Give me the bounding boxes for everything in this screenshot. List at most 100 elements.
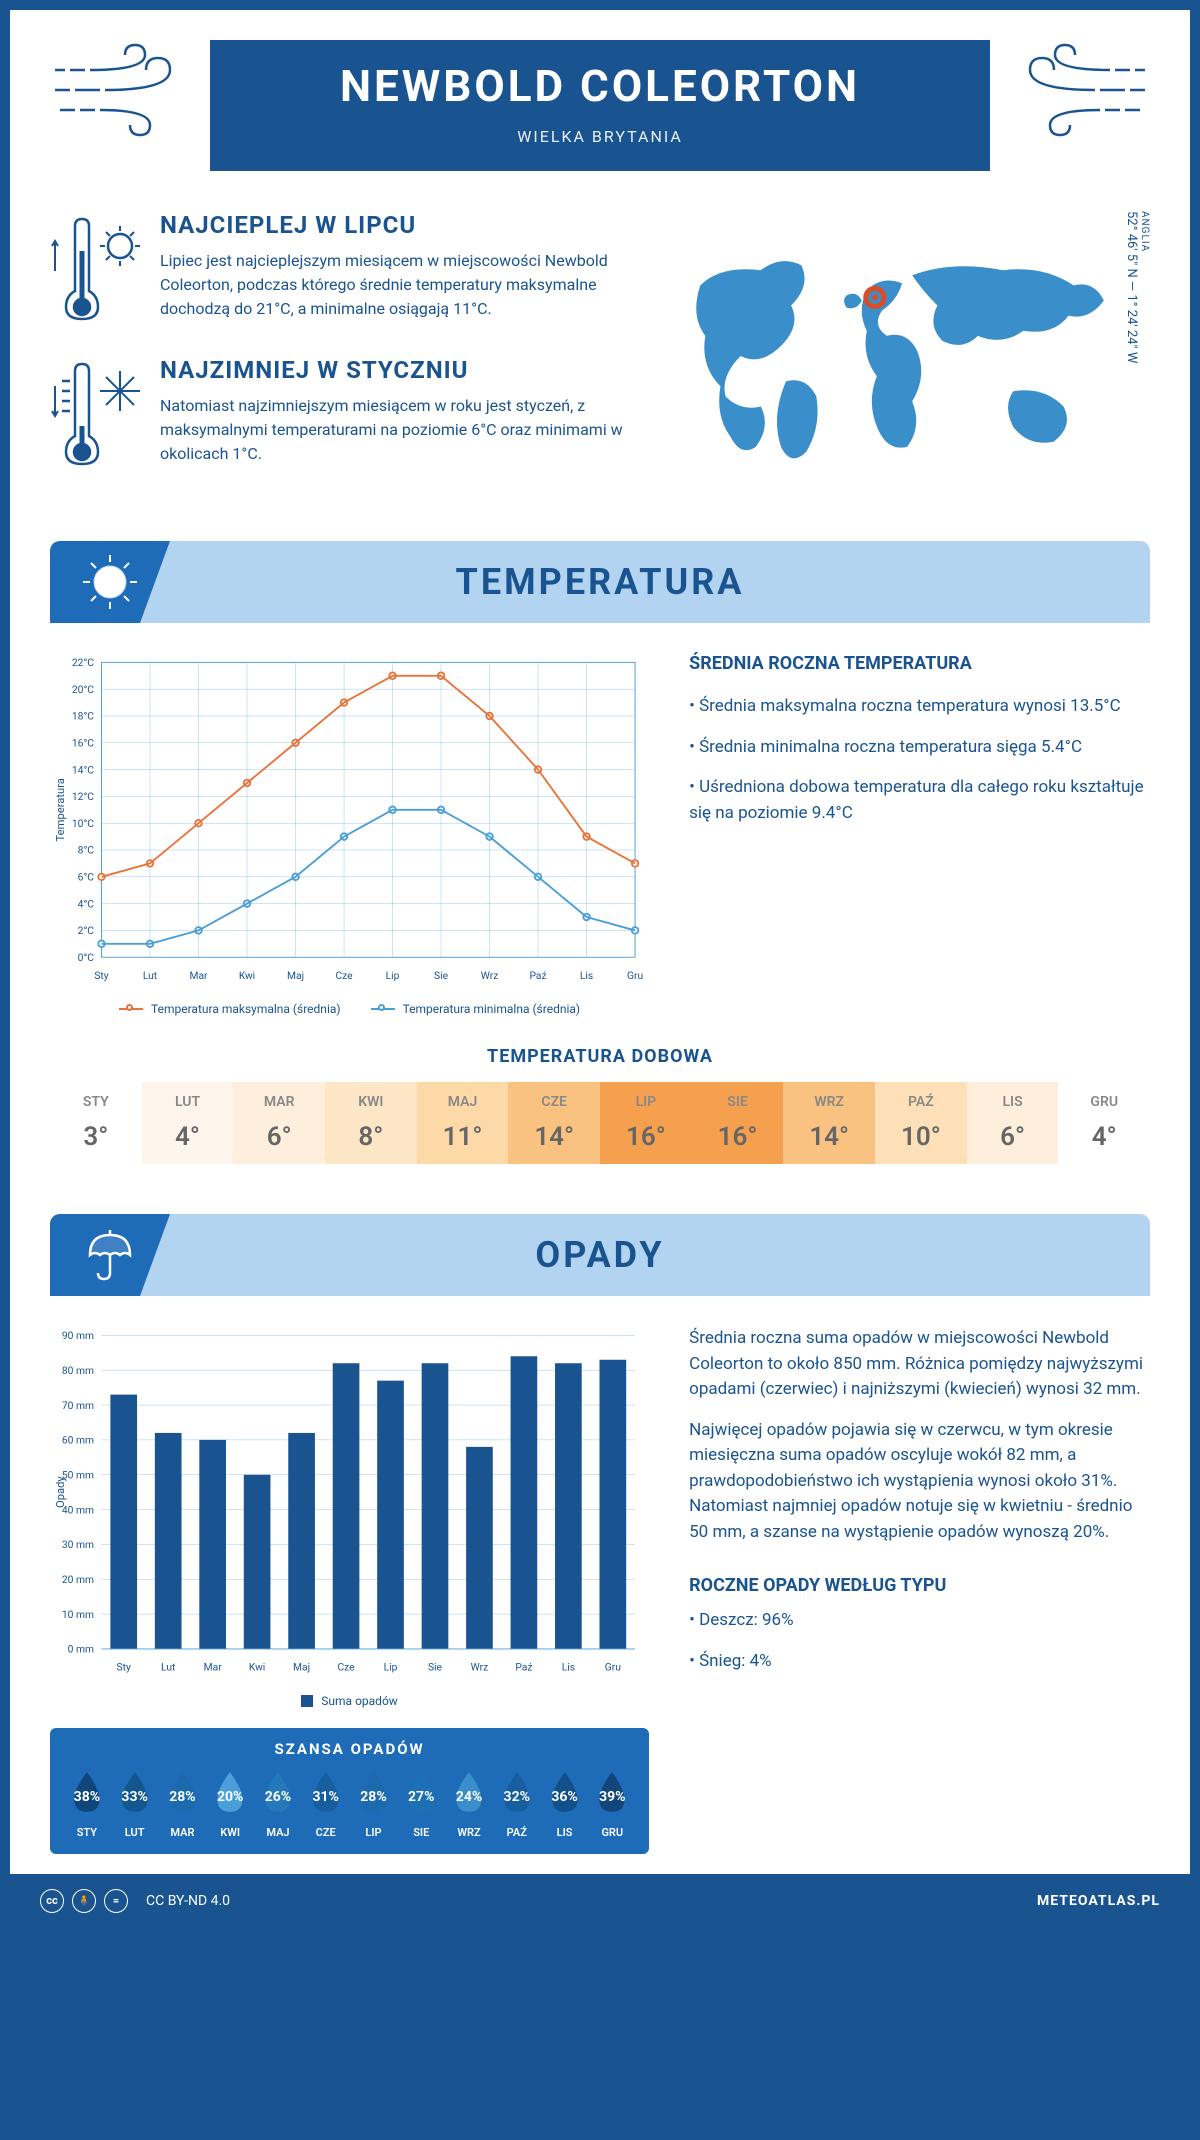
chance-item: 24%WRZ xyxy=(447,1770,491,1839)
wind-icon-right xyxy=(1010,40,1150,140)
chance-item: 26%MAJ xyxy=(256,1770,300,1839)
svg-text:Wrz: Wrz xyxy=(471,1660,489,1673)
precip-type-item: • Deszcz: 96% xyxy=(689,1608,1150,1634)
svg-text:22°C: 22°C xyxy=(72,656,94,669)
daily-cell: KWI8° xyxy=(325,1082,417,1164)
chance-item: 38%STY xyxy=(65,1770,109,1839)
svg-text:70 mm: 70 mm xyxy=(62,1399,94,1412)
svg-text:Lut: Lut xyxy=(161,1660,175,1673)
legend-item: Temperatura maksymalna (średnia) xyxy=(119,1002,341,1016)
precip-text-2: Najwięcej opadów pojawia się w czerwcu, … xyxy=(689,1418,1150,1546)
svg-text:Gru: Gru xyxy=(627,969,643,982)
svg-text:Sty: Sty xyxy=(94,969,108,982)
svg-text:Paź: Paź xyxy=(515,1660,532,1673)
by-icon: 🧍 xyxy=(72,1889,96,1913)
svg-text:Temperatura: Temperatura xyxy=(54,778,67,841)
svg-text:2°C: 2°C xyxy=(78,924,95,937)
temp-stat-item: • Średnia maksymalna roczna temperatura … xyxy=(689,694,1150,720)
chance-item: 20%KWI xyxy=(208,1770,252,1839)
svg-text:14°C: 14°C xyxy=(72,763,94,776)
svg-text:16°C: 16°C xyxy=(72,737,94,750)
svg-text:Mar: Mar xyxy=(189,969,208,982)
svg-text:80 mm: 80 mm xyxy=(62,1364,94,1377)
wind-icon-left xyxy=(50,40,190,140)
temperature-legend: Temperatura maksymalna (średnia) Temperat… xyxy=(50,1002,649,1016)
daily-temp-title: TEMPERATURA DOBOWA xyxy=(50,1046,1150,1067)
svg-text:20°C: 20°C xyxy=(72,683,94,696)
daily-cell: SIE16° xyxy=(692,1082,784,1164)
world-map xyxy=(670,211,1114,501)
temp-stat-item: • Średnia minimalna roczna temperatura s… xyxy=(689,735,1150,761)
svg-text:Wrz: Wrz xyxy=(481,969,499,982)
coordinates: ANGLIA 52° 46' 5" N — 1° 24' 24" W xyxy=(1114,211,1150,501)
sun-icon xyxy=(80,552,140,612)
precipitation-legend: Suma opadów xyxy=(50,1694,649,1708)
temperature-header: TEMPERATURA xyxy=(50,541,1150,623)
chance-item: 39%GRU xyxy=(590,1770,634,1839)
legend-item: Temperatura minimalna (średnia) xyxy=(371,1002,581,1016)
svg-text:Lut: Lut xyxy=(143,969,157,982)
svg-text:Lip: Lip xyxy=(386,969,400,982)
hot-text: Lipiec jest najcieplejszym miesiącem w m… xyxy=(160,249,640,321)
daily-cell: LIS6° xyxy=(967,1082,1059,1164)
svg-text:Maj: Maj xyxy=(293,1660,310,1673)
daily-cell: CZE14° xyxy=(508,1082,600,1164)
daily-cell: PAŹ10° xyxy=(875,1082,967,1164)
svg-text:10°C: 10°C xyxy=(72,817,94,830)
intro-section: NAJCIEPLEJ W LIPCU Lipiec jest najcieple… xyxy=(50,211,1150,501)
umbrella-icon xyxy=(80,1225,140,1285)
chance-item: 36%LIS xyxy=(543,1770,587,1839)
chance-item: 27%SIE xyxy=(399,1770,443,1839)
cold-text: Natomiast najzimniejszym miesiącem w rok… xyxy=(160,394,640,466)
svg-text:20 mm: 20 mm xyxy=(62,1573,94,1586)
temperature-title: TEMPERATURA xyxy=(70,561,1130,603)
daily-cell: GRU4° xyxy=(1058,1082,1150,1164)
svg-text:4°C: 4°C xyxy=(78,897,95,910)
cc-icon: cc xyxy=(40,1889,64,1913)
svg-text:Kwi: Kwi xyxy=(249,1660,265,1673)
svg-text:90 mm: 90 mm xyxy=(62,1329,94,1342)
chance-item: 28%MAR xyxy=(161,1770,205,1839)
precipitation-chance-box: SZANSA OPADÓW 38%STY33%LUT28%MAR20%KWI26… xyxy=(50,1728,649,1854)
svg-text:Lis: Lis xyxy=(562,1660,575,1673)
svg-text:30 mm: 30 mm xyxy=(62,1538,94,1551)
svg-text:Cze: Cze xyxy=(337,1660,355,1673)
daily-cell: LUT4° xyxy=(142,1082,234,1164)
svg-text:10 mm: 10 mm xyxy=(62,1608,94,1621)
precipitation-title: OPADY xyxy=(70,1234,1130,1276)
svg-text:18°C: 18°C xyxy=(72,710,94,723)
precip-type-list: • Deszcz: 96%• Śnieg: 4% xyxy=(689,1608,1150,1674)
svg-text:Mar: Mar xyxy=(204,1660,223,1673)
header: NEWBOLD COLEORTON WIELKA BRYTANIA xyxy=(50,40,1150,171)
chance-item: 32%PAŹ xyxy=(495,1770,539,1839)
footer: cc 🧍 = CC BY-ND 4.0 METEOATLAS.PL xyxy=(10,1874,1190,1928)
daily-cell: MAR6° xyxy=(233,1082,325,1164)
thermometer-cold-icon xyxy=(50,356,140,476)
thermometer-hot-icon xyxy=(50,211,140,331)
svg-text:Paź: Paź xyxy=(529,969,546,982)
svg-text:Maj: Maj xyxy=(287,969,304,982)
site-name: METEOATLAS.PL xyxy=(1037,1893,1160,1909)
svg-text:6°C: 6°C xyxy=(78,871,95,884)
chance-item: 31%CZE xyxy=(304,1770,348,1839)
temp-stat-item: • Uśredniona dobowa temperatura dla całe… xyxy=(689,775,1150,826)
precipitation-header: OPADY xyxy=(50,1214,1150,1296)
svg-text:0°C: 0°C xyxy=(78,951,95,964)
precipitation-chart: 0 mm10 mm20 mm30 mm40 mm50 mm60 mm70 mm8… xyxy=(50,1326,649,1682)
svg-text:Opady: Opady xyxy=(54,1476,67,1508)
nd-icon: = xyxy=(104,1889,128,1913)
svg-text:Gru: Gru xyxy=(605,1660,621,1673)
svg-text:0 mm: 0 mm xyxy=(68,1643,94,1656)
daily-cell: WRZ14° xyxy=(783,1082,875,1164)
svg-text:Kwi: Kwi xyxy=(239,969,255,982)
svg-text:Lip: Lip xyxy=(384,1660,398,1673)
svg-text:Sty: Sty xyxy=(117,1660,131,1673)
temp-stats-list: • Średnia maksymalna roczna temperatura … xyxy=(689,694,1150,826)
cold-title: NAJZIMNIEJ W STYCZNIU xyxy=(160,356,640,384)
svg-text:Cze: Cze xyxy=(335,969,353,982)
svg-text:8°C: 8°C xyxy=(78,844,95,857)
license-text: CC BY-ND 4.0 xyxy=(146,1893,230,1909)
temp-stats-title: ŚREDNIA ROCZNA TEMPERATURA xyxy=(689,653,1150,674)
daily-cell: MAJ11° xyxy=(417,1082,509,1164)
svg-text:Sie: Sie xyxy=(428,1660,443,1673)
